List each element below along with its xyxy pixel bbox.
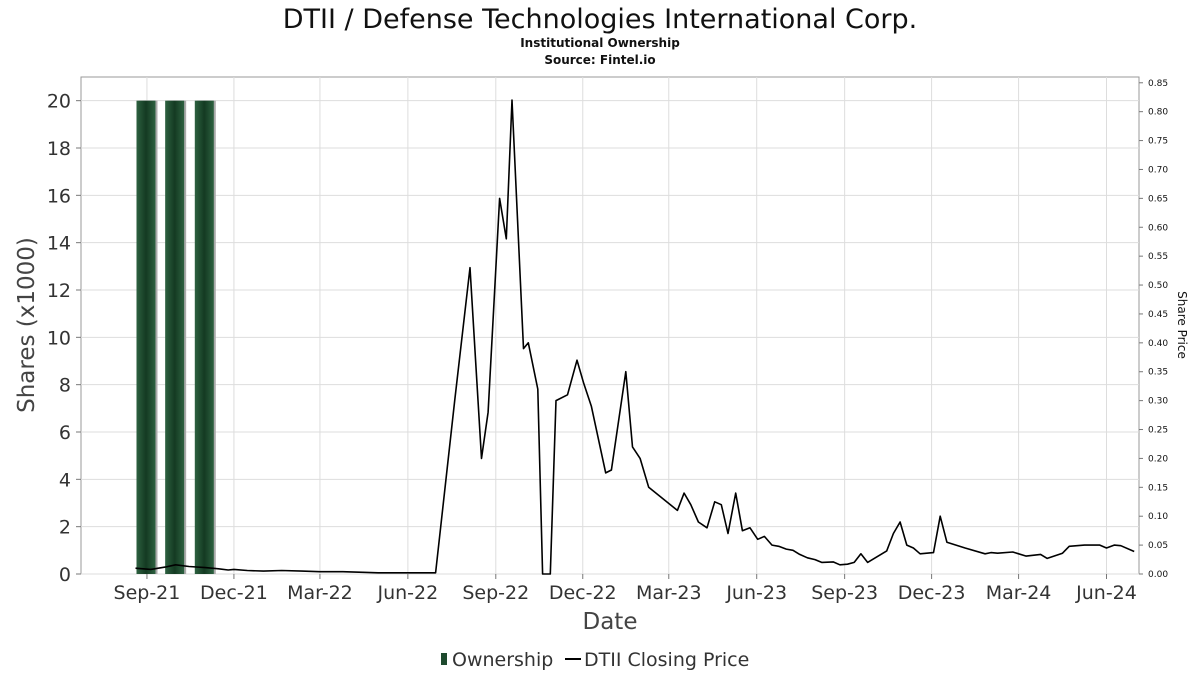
left-tick-label: 10: [47, 327, 71, 349]
right-tick-label: 0.50: [1148, 281, 1168, 291]
right-tick-label: 0.15: [1148, 483, 1168, 493]
right-tick-label: 0.10: [1148, 512, 1168, 522]
right-tick-label: 0.35: [1148, 368, 1168, 378]
left-tick-label: 2: [59, 517, 71, 539]
x-tick-label: Mar-23: [636, 582, 702, 604]
x-tick-label: Dec-22: [549, 582, 617, 604]
right-tick-label: 0.05: [1148, 541, 1168, 551]
x-tick-label: Sep-21: [114, 582, 181, 604]
right-tick-label: 0.40: [1148, 339, 1168, 349]
price-line: [135, 99, 1135, 575]
x-tick-label: Sep-23: [811, 582, 878, 604]
right-tick-label: 0.80: [1148, 108, 1168, 118]
left-tick-label: 12: [47, 280, 71, 302]
legend: Ownership DTII Closing Price: [441, 649, 749, 671]
legend-price-label: DTII Closing Price: [584, 649, 749, 671]
x-tick-label: Mar-22: [287, 582, 353, 604]
plot-area: [80, 76, 1140, 575]
left-tick-label: 18: [47, 138, 71, 160]
right-axis-ticks: 0.00 0.05 0.10 0.15 0.20 0.25 0.30 0.35 0.40 0.45…: [1139, 79, 1168, 580]
left-axis-ticks: 0 2 4 6 8 10 12 14 16 18 20: [47, 91, 81, 586]
chart-source: Source: Fintel.io: [544, 53, 655, 67]
left-axis-title: Shares (x1000): [14, 237, 40, 413]
x-axis-title: Date: [583, 609, 638, 635]
x-tick-label: Sep-22: [462, 582, 529, 604]
left-tick-label: 16: [47, 185, 71, 207]
horizontal-gridlines: [81, 100, 1139, 575]
left-tick-label: 8: [59, 375, 71, 397]
right-axis-title: Share Price: [1175, 291, 1189, 359]
left-tick-label: 14: [47, 233, 71, 255]
x-tick-label: Jun-22: [376, 582, 438, 604]
right-tick-label: 0.45: [1148, 310, 1168, 320]
right-tick-label: 0.00: [1148, 570, 1168, 580]
x-tick-label: Mar-24: [986, 582, 1052, 604]
x-tick-label: Jun-24: [1075, 582, 1137, 604]
ownership-bar: [136, 100, 156, 575]
ownership-bar: [194, 100, 214, 575]
left-tick-label: 6: [59, 422, 71, 444]
right-tick-label: 0.30: [1148, 397, 1168, 407]
chart-title: DTII / Defense Technologies Internationa…: [283, 4, 918, 35]
left-tick-label: 4: [59, 469, 71, 491]
x-axis-ticks: Sep-21 Dec-21 Mar-22 Jun-22 Sep-22 Dec-22 Mar-…: [114, 574, 1137, 604]
ownership-bars: [136, 100, 216, 575]
x-tick-label: Dec-21: [200, 582, 268, 604]
right-tick-label: 0.75: [1148, 137, 1168, 147]
right-tick-label: 0.20: [1148, 454, 1168, 464]
chart-subtitle: Institutional Ownership: [520, 36, 680, 50]
right-tick-label: 0.55: [1148, 252, 1168, 262]
legend-ownership-label: Ownership: [452, 649, 553, 671]
right-tick-label: 0.70: [1148, 165, 1168, 175]
right-tick-label: 0.85: [1148, 79, 1168, 89]
price-line-group: [135, 99, 1135, 575]
vertical-gridlines: [146, 77, 1108, 574]
left-tick-label: 20: [47, 91, 71, 113]
x-tick-label: Jun-23: [725, 582, 787, 604]
right-tick-label: 0.60: [1148, 223, 1168, 233]
ownership-bar: [165, 100, 185, 575]
right-tick-label: 0.25: [1148, 426, 1168, 436]
legend-ownership-swatch: [441, 653, 447, 665]
left-tick-label: 0: [59, 564, 71, 586]
x-tick-label: Dec-23: [898, 582, 966, 604]
right-tick-label: 0.65: [1148, 194, 1168, 204]
